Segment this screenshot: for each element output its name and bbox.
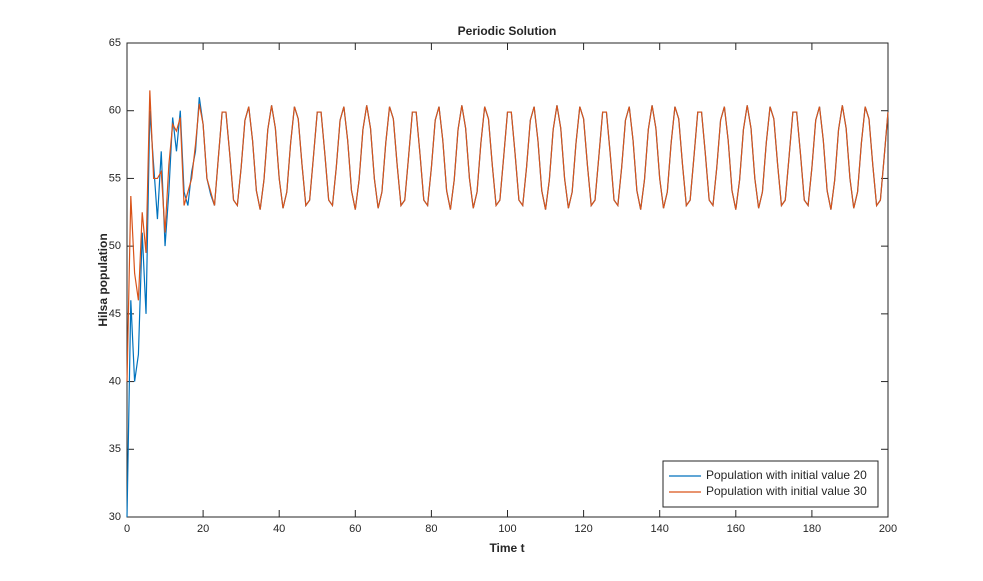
x-tick-label: 60	[349, 523, 361, 535]
x-tick-label: 120	[574, 523, 592, 535]
y-tick-label: 50	[109, 240, 121, 252]
y-tick-label: 60	[109, 105, 121, 117]
legend-label: Population with initial value 30	[706, 484, 867, 498]
y-tick-label: 35	[109, 443, 121, 455]
legend-label: Population with initial value 20	[706, 468, 867, 482]
data-line	[126, 90, 889, 382]
x-tick-label: 0	[124, 523, 130, 535]
x-tick-label: 20	[197, 523, 209, 535]
y-tick-label: 45	[109, 308, 121, 320]
x-tick-label: 200	[879, 523, 897, 535]
y-tick-label: 55	[109, 172, 121, 184]
chart-title: Periodic Solution	[458, 24, 557, 38]
legend-box	[662, 460, 879, 508]
x-tick-label: 180	[803, 523, 821, 535]
x-tick-label: 80	[425, 523, 437, 535]
axes-box	[126, 42, 889, 518]
x-tick-label: 160	[727, 523, 745, 535]
x-tick-label: 100	[498, 523, 516, 535]
y-axis-label: Hilsa population	[96, 233, 110, 326]
x-axis-label: Time t	[489, 541, 524, 555]
x-tick-label: 140	[651, 523, 669, 535]
y-tick-label: 30	[109, 511, 121, 523]
x-tick-label: 40	[273, 523, 285, 535]
y-tick-label: 65	[109, 37, 121, 49]
y-tick-label: 40	[109, 375, 121, 387]
